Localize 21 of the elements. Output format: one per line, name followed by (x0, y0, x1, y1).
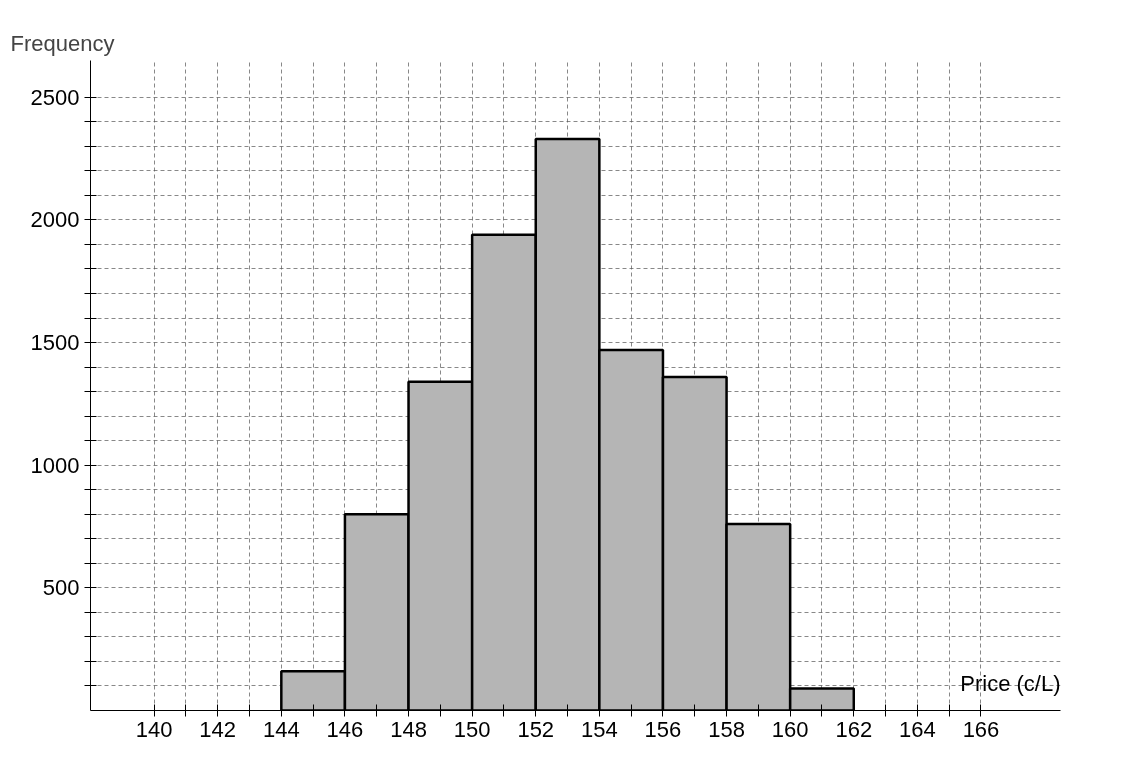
y-tick-label: 500 (42, 575, 80, 601)
x-tick-label: 140 (135, 716, 173, 742)
x-tick-label: 144 (262, 716, 300, 742)
x-tick-label: 158 (708, 716, 745, 742)
x-tick-label: 156 (644, 716, 682, 742)
y-tick-label: 1000 (30, 452, 80, 478)
x-tick-label: 162 (835, 716, 873, 742)
x-tick-label: 164 (899, 716, 936, 742)
x-tick-label: 154 (581, 716, 618, 742)
y-tick-label: 2000 (30, 207, 80, 233)
x-tick-label: 166 (962, 716, 1000, 742)
x-axis-title: Price (c/L) (960, 670, 1061, 696)
y-tick-label: 2500 (30, 84, 80, 110)
y-axis-title: Frequency (10, 30, 115, 56)
x-tick-label: 142 (199, 716, 237, 742)
x-tick-label: 150 (453, 716, 491, 742)
x-tick-label: 146 (326, 716, 364, 742)
y-tick-label: 1500 (30, 330, 80, 356)
x-tick-label: 160 (771, 716, 809, 742)
x-tick-label: 152 (517, 716, 555, 742)
x-tick-label: 148 (390, 716, 427, 742)
